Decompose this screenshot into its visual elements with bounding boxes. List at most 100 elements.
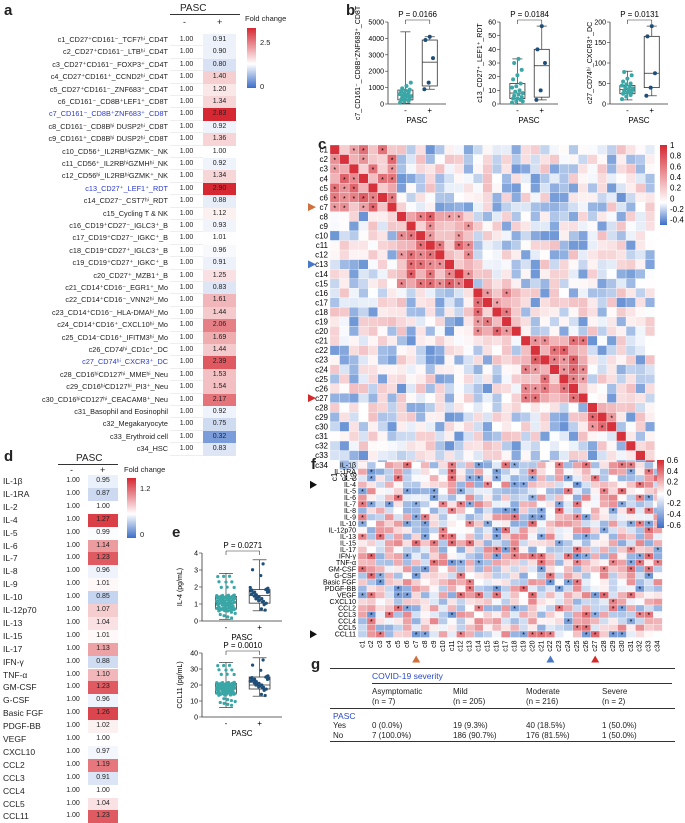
corr-cell [599,520,609,528]
corr-cell [617,474,627,482]
corr-cell [492,559,502,567]
corr-cell [518,520,529,528]
corr-cell [644,604,654,612]
corr-cell [483,559,493,567]
corr-cell [465,533,475,541]
corr-cell [608,487,618,495]
corr-cell [554,598,565,606]
col-label: c4 [386,640,393,648]
sig-star: * [391,167,394,174]
sig-star: * [372,196,375,203]
corr-cell [626,500,636,508]
corr-cell [393,552,403,560]
sig-star: * [621,632,624,639]
corr-cell [366,507,377,515]
corr-cell [474,513,484,521]
corr-cell [653,630,663,638]
fc-cell: 0.93 [203,220,236,233]
data-point [624,82,629,87]
fc-cell: 1.23 [88,810,118,823]
ctrl-cell: 1.00 [170,269,203,282]
corr-cell [438,585,448,593]
corr-cell [492,611,502,619]
corr-cell [518,468,529,476]
corr-cell [456,624,466,632]
corr-cell [438,572,448,580]
fc-cell: 1.00 [203,145,236,158]
corr-cell [447,565,457,573]
y-tick-label: 0 [380,102,384,109]
corr-cell [599,533,609,541]
corr-cell [635,630,645,638]
corr-cell [483,578,493,586]
corr-cell [429,624,439,632]
corr-cell [492,572,502,580]
col-label: c31 [628,640,635,651]
col-label: c24 [565,640,572,651]
corr-cell [590,468,600,476]
corr-cell [653,533,663,541]
corr-cell [554,624,565,632]
p-value: P = 0.0184 [510,10,549,19]
sig-star: * [429,253,432,260]
corr-cell [492,487,502,495]
corr-cell [581,539,591,547]
corr-cell [635,578,645,586]
corr-cell [626,526,636,534]
corr-cell [608,513,618,521]
y-label: c7_CD161⁻_CD8B⁺ZNF683⁺_CD8T [355,5,362,120]
corr-cell [563,494,573,502]
data-point [539,24,544,29]
fc-cell: 1.12 [203,207,236,220]
row-label: CCL11 [335,632,356,639]
cytokine-label: CCL5 [3,798,25,809]
corr-cell [536,585,547,593]
corr-cell [357,546,368,554]
corr-cell [429,578,439,586]
col-severe: Severe [602,687,628,696]
corr-cell [545,520,556,528]
severity-header: COVID-19 severity [372,671,443,681]
corr-cell [635,487,645,495]
corr-cell [420,507,430,515]
corr-cell [420,572,430,580]
corr-cell [465,468,475,476]
corr-cell [474,630,484,638]
corr-cell [393,572,403,580]
corr-cell [420,585,430,593]
corr-cell [644,513,654,521]
y-tick-label: 40 [488,47,496,54]
sig-star: * [353,148,356,155]
corr-cell [626,533,636,541]
corr-cell [644,474,654,482]
corr-cell [375,461,385,469]
corr-cell [492,507,502,515]
corr-cell [563,513,573,521]
sig-star: * [419,244,422,251]
corr-cell [402,474,412,482]
ctrl-cell: 1.00 [170,182,203,196]
corr-cell [617,539,627,547]
corr-cell [554,559,565,567]
data-point [427,34,432,39]
corr-cell [411,624,421,632]
corr-cell [581,487,591,495]
corr-cell [509,526,520,534]
corr-cell [402,598,412,606]
sig-star: * [343,177,346,184]
ctrl-cell: 1.00 [66,812,80,820]
corr-cell [393,500,403,508]
corr-cell [554,611,565,619]
ctrl-cell: 1.00 [170,145,203,158]
corr-cell [599,604,609,612]
corr-cell [501,565,511,573]
corr-cell [554,513,565,521]
corr-cell [474,533,484,541]
sig-star: * [333,205,336,212]
corr-cell [653,578,663,586]
corr-cell [429,572,439,580]
col-label: c34 [655,640,662,651]
corr-cell [509,585,520,593]
corr-cell [590,624,600,632]
corr-cell [635,539,645,547]
